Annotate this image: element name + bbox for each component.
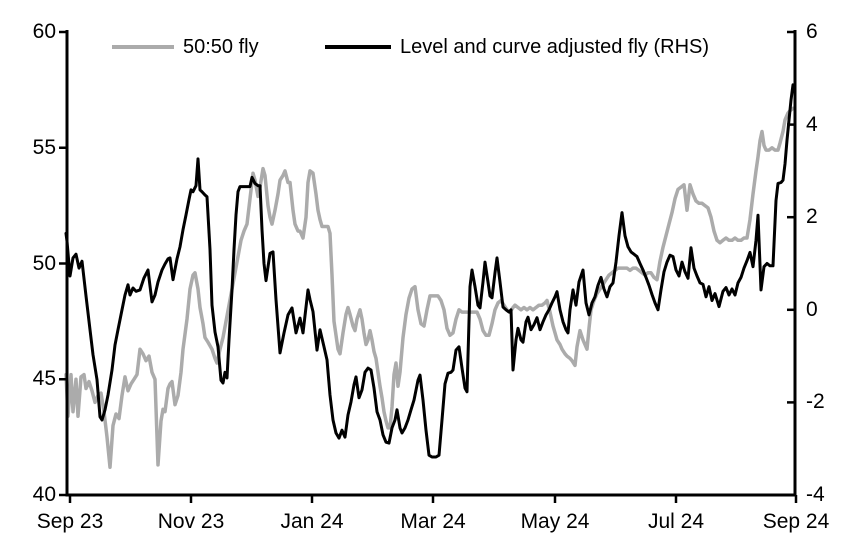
legend-label-level-curve-fly: Level and curve adjusted fly (RHS)	[400, 35, 710, 58]
y-axis-right-label-4: 4	[806, 113, 818, 136]
series-line-level-curve-fly	[64, 83, 795, 459]
y-axis-left-label-55: 55	[32, 136, 56, 159]
y-axis-right-label-minus4: -4	[806, 483, 825, 506]
y-axis-left-label-50: 50	[32, 252, 56, 275]
legend-line-gray	[112, 45, 174, 49]
x-axis-label-jan-24: Jan 24	[280, 510, 344, 533]
legend-entry-level-curve-fly: Level and curve adjusted fly (RHS)	[325, 34, 709, 60]
y-axis-right-label-2: 2	[806, 205, 818, 228]
x-axis-label-nov-23: Nov 23	[157, 510, 225, 533]
x-axis-label-may-24: May 24	[520, 510, 590, 533]
y-axis-right-label-0: 0	[806, 298, 818, 321]
x-axis-label-mar-24: Mar 24	[400, 510, 466, 533]
y-axis-left-label-60: 60	[32, 20, 56, 43]
legend-line-black	[325, 45, 391, 49]
y-axis-right-label-6: 6	[806, 20, 818, 43]
legend-label-5050-fly: 50:50 fly	[183, 35, 259, 58]
legend-entry-5050-fly: 50:50 fly	[112, 34, 259, 60]
x-axis-label-jul-24: Jul 24	[647, 510, 705, 533]
series-line-5050-fly	[64, 106, 795, 469]
x-axis-label-sep-23: Sep 23	[36, 510, 104, 533]
x-axis-label-sep-24: Sep 24	[762, 510, 830, 533]
y-axis-right-label-minus2: -2	[806, 390, 825, 413]
y-axis-left-label-45: 45	[32, 367, 56, 390]
y-axis-left-label-40: 40	[32, 483, 56, 506]
